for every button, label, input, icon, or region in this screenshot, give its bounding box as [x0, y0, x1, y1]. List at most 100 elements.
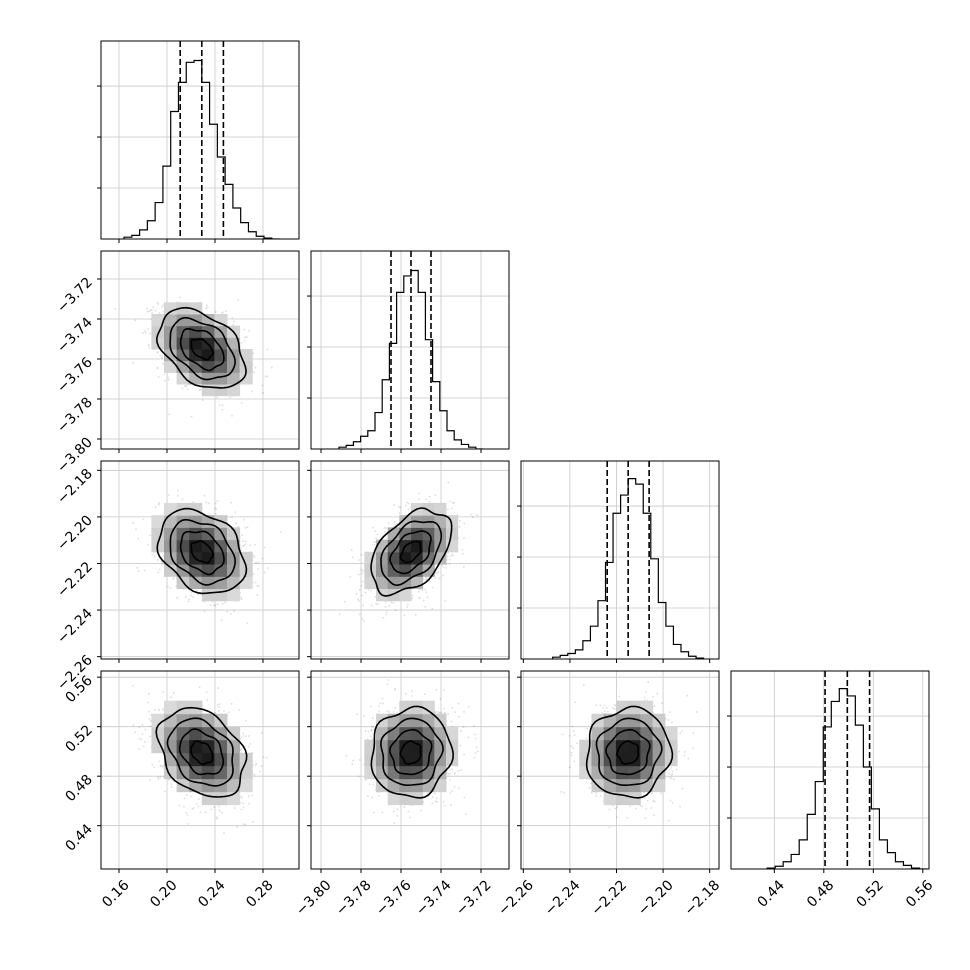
- y-tick-label: 0.48: [62, 772, 95, 805]
- y-tick-label: 0.52: [62, 722, 95, 755]
- axes-frame: [520, 670, 720, 870]
- density-cell: [422, 700, 435, 715]
- density-cell: [399, 752, 412, 767]
- axes-frame: [100, 40, 300, 240]
- panel-content: [101, 671, 299, 869]
- contour-line: [389, 728, 433, 776]
- density-cell: [214, 349, 228, 362]
- density-cell: [214, 314, 228, 327]
- density-cell: [227, 588, 241, 602]
- density-cell: [434, 515, 447, 528]
- density-cell: [227, 752, 241, 767]
- density-cell: [227, 778, 241, 793]
- density-cell: [411, 700, 424, 715]
- density-cell: [164, 360, 178, 373]
- density-cell: [446, 527, 459, 541]
- y-tick-label: −3.76: [54, 354, 96, 396]
- density-cell: [640, 765, 654, 780]
- contour-line: [169, 518, 237, 586]
- density-cell: [591, 726, 605, 741]
- histogram-step: [766, 688, 928, 869]
- density-cell: [579, 765, 592, 780]
- y-tick-label: −3.74: [54, 314, 96, 356]
- scatter-panel-1-2: [310, 460, 510, 660]
- density-cell: [591, 752, 605, 767]
- density-cell: [364, 765, 377, 780]
- y-tick-label: −3.78: [54, 395, 96, 437]
- density-cell: [387, 765, 400, 780]
- scatter-panel-2-3: [520, 670, 720, 870]
- density-cell: [387, 791, 400, 806]
- density-cell: [176, 539, 190, 553]
- density-cell: [201, 576, 215, 590]
- density-cell: [176, 752, 190, 767]
- density-cell: [227, 337, 241, 350]
- axes-frame: [520, 460, 720, 660]
- density-cell: [151, 713, 165, 728]
- density-cell: [176, 515, 190, 528]
- contour-line: [190, 540, 214, 564]
- x-tick-label: 0.20: [147, 877, 180, 910]
- density-cell: [176, 372, 190, 385]
- density-cell: [591, 765, 605, 780]
- density-cell: [201, 791, 215, 806]
- density-cell: [640, 739, 654, 754]
- density-cell: [603, 739, 617, 754]
- density-cell: [189, 325, 203, 338]
- density-cell: [579, 752, 592, 767]
- contour-line: [169, 317, 236, 381]
- x-tick-label: −2.26: [495, 877, 537, 919]
- density-cell: [201, 314, 215, 327]
- density-cell: [411, 713, 424, 728]
- density-cell: [189, 372, 203, 385]
- density-cell: [376, 576, 389, 590]
- density-cell: [201, 765, 215, 780]
- density-cell: [640, 700, 654, 715]
- axes-frame: [730, 670, 930, 870]
- density-cell: [164, 349, 178, 362]
- density-cell: [399, 564, 412, 577]
- contour-line: [399, 540, 422, 564]
- contour-line: [616, 740, 640, 765]
- density-cell: [201, 384, 215, 397]
- density-cell: [189, 360, 203, 373]
- panel-content: [101, 251, 299, 449]
- density-cell: [214, 539, 228, 553]
- density-cell: [214, 752, 228, 767]
- density-cell: [422, 564, 435, 577]
- density-cell: [176, 337, 190, 350]
- histogram-panel-2: [520, 460, 720, 660]
- y-tick-label: 0.44: [62, 821, 95, 854]
- density-cell: [628, 765, 641, 780]
- density-cell: [640, 726, 654, 741]
- histogram-step: [338, 269, 483, 449]
- contour-line: [399, 740, 422, 765]
- density-cell: [603, 791, 617, 806]
- scatter-panel-1-3: [310, 670, 510, 870]
- density-cell: [164, 564, 178, 577]
- density-cell: [214, 527, 228, 541]
- density-cell: [399, 765, 412, 780]
- y-tick-label: −2.20: [54, 512, 96, 554]
- density-cell: [446, 726, 459, 741]
- density-cell: [652, 713, 666, 728]
- x-tick-label: −2.22: [588, 877, 630, 919]
- density-cell: [164, 314, 178, 327]
- density-cell: [201, 588, 215, 602]
- density-cell: [376, 551, 389, 565]
- x-tick-label: 0.24: [195, 877, 228, 910]
- scatter-panel-0-1: [100, 250, 300, 450]
- density-cell: [201, 349, 215, 362]
- density-cell: [434, 765, 447, 780]
- x-tick-label: −2.24: [542, 877, 584, 919]
- density-cell: [387, 576, 400, 590]
- contour-line: [178, 728, 225, 776]
- density-cell: [364, 752, 377, 767]
- density-cell: [434, 502, 447, 516]
- contour-line: [370, 705, 455, 799]
- density-cell: [239, 778, 253, 793]
- density-cell: [364, 564, 377, 577]
- scatter-panel-0-3: [100, 670, 300, 870]
- panel-content: [311, 461, 509, 659]
- contour-line: [179, 530, 225, 576]
